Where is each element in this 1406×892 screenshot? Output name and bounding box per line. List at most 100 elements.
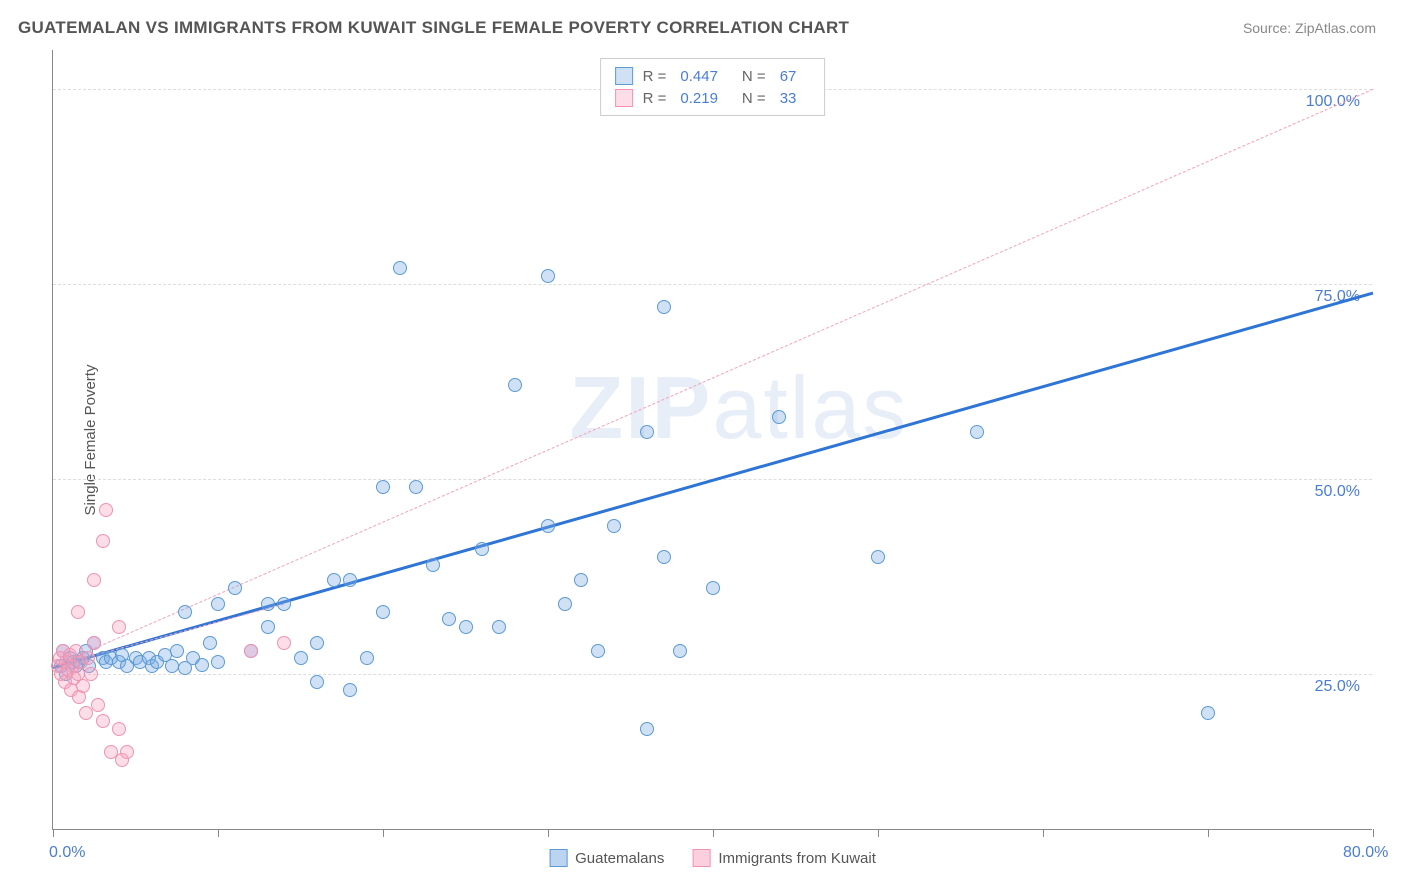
- x-tick: [713, 829, 714, 837]
- data-point: [211, 655, 225, 669]
- legend-stats: R = 0.447 N = 67 R = 0.219 N = 33: [600, 58, 826, 116]
- data-point: [558, 597, 572, 611]
- n-label: N =: [742, 68, 766, 85]
- legend-swatch: [549, 849, 567, 867]
- data-point: [772, 410, 786, 424]
- x-tick: [53, 829, 54, 837]
- legend-stat-row: R = 0.447 N = 67: [615, 65, 811, 87]
- legend-stat-row: R = 0.219 N = 33: [615, 87, 811, 109]
- data-point: [170, 644, 184, 658]
- legend-label: Guatemalans: [575, 850, 664, 867]
- data-point: [96, 714, 110, 728]
- data-point: [99, 503, 113, 517]
- legend-item: Immigrants from Kuwait: [692, 849, 876, 867]
- data-point: [211, 597, 225, 611]
- data-point: [591, 644, 605, 658]
- data-point: [327, 573, 341, 587]
- x-tick: [1208, 829, 1209, 837]
- data-point: [81, 651, 95, 665]
- data-point: [607, 519, 621, 533]
- data-point: [442, 612, 456, 626]
- data-point: [673, 644, 687, 658]
- data-point: [640, 425, 654, 439]
- x-tick: [1043, 829, 1044, 837]
- data-point: [310, 636, 324, 650]
- x-tick: [548, 829, 549, 837]
- data-point: [426, 558, 440, 572]
- legend-label: Immigrants from Kuwait: [718, 850, 876, 867]
- data-point: [76, 679, 90, 693]
- y-axis-value: 100.0%: [1306, 93, 1360, 111]
- data-point: [541, 519, 555, 533]
- data-point: [112, 722, 126, 736]
- data-point: [87, 573, 101, 587]
- data-point: [360, 651, 374, 665]
- data-point: [277, 636, 291, 650]
- n-value: 67: [780, 68, 797, 85]
- data-point: [640, 722, 654, 736]
- data-point: [492, 620, 506, 634]
- data-point: [165, 659, 179, 673]
- legend-swatch: [615, 67, 633, 85]
- data-point: [96, 534, 110, 548]
- legend-swatch: [692, 849, 710, 867]
- legend-series: Guatemalans Immigrants from Kuwait: [549, 849, 876, 867]
- data-point: [112, 620, 126, 634]
- data-point: [261, 620, 275, 634]
- data-point: [244, 644, 258, 658]
- r-label: R =: [643, 68, 667, 85]
- legend-swatch: [615, 89, 633, 107]
- gridline: [53, 674, 1372, 675]
- data-point: [871, 550, 885, 564]
- data-point: [1201, 706, 1215, 720]
- data-point: [277, 597, 291, 611]
- x-tick: [383, 829, 384, 837]
- data-point: [294, 651, 308, 665]
- chart-title: GUATEMALAN VS IMMIGRANTS FROM KUWAIT SIN…: [18, 18, 849, 38]
- data-point: [87, 636, 101, 650]
- data-point: [574, 573, 588, 587]
- data-point: [261, 597, 275, 611]
- data-point: [120, 745, 134, 759]
- data-point: [84, 667, 98, 681]
- data-point: [393, 261, 407, 275]
- chart-container: ZIPatlas Single Female Poverty R = 0.447…: [52, 50, 1372, 830]
- gridline: [53, 284, 1372, 285]
- y-axis-value: 50.0%: [1315, 483, 1360, 501]
- data-point: [310, 675, 324, 689]
- data-point: [178, 605, 192, 619]
- data-point: [203, 636, 217, 650]
- x-tick: [878, 829, 879, 837]
- data-point: [71, 605, 85, 619]
- x-axis-value: 0.0%: [49, 844, 85, 862]
- r-value: 0.219: [680, 90, 718, 107]
- source-attribution: Source: ZipAtlas.com: [1243, 20, 1376, 36]
- data-point: [376, 480, 390, 494]
- plot-area: ZIPatlas Single Female Poverty R = 0.447…: [52, 50, 1372, 830]
- data-point: [409, 480, 423, 494]
- data-point: [970, 425, 984, 439]
- data-point: [91, 698, 105, 712]
- x-tick: [1373, 829, 1374, 837]
- data-point: [657, 550, 671, 564]
- data-point: [657, 300, 671, 314]
- x-tick: [218, 829, 219, 837]
- data-point: [343, 683, 357, 697]
- r-value: 0.447: [680, 68, 718, 85]
- data-point: [475, 542, 489, 556]
- x-axis-value: 80.0%: [1343, 844, 1388, 862]
- data-point: [228, 581, 242, 595]
- data-point: [706, 581, 720, 595]
- r-label: R =: [643, 90, 667, 107]
- data-point: [343, 573, 357, 587]
- watermark: ZIPatlas: [569, 357, 908, 459]
- y-axis-value: 25.0%: [1315, 678, 1360, 696]
- legend-item: Guatemalans: [549, 849, 664, 867]
- y-axis-label: Single Female Poverty: [82, 364, 99, 515]
- n-value: 33: [780, 90, 797, 107]
- data-point: [459, 620, 473, 634]
- data-point: [541, 269, 555, 283]
- data-point: [508, 378, 522, 392]
- data-point: [195, 658, 209, 672]
- n-label: N =: [742, 90, 766, 107]
